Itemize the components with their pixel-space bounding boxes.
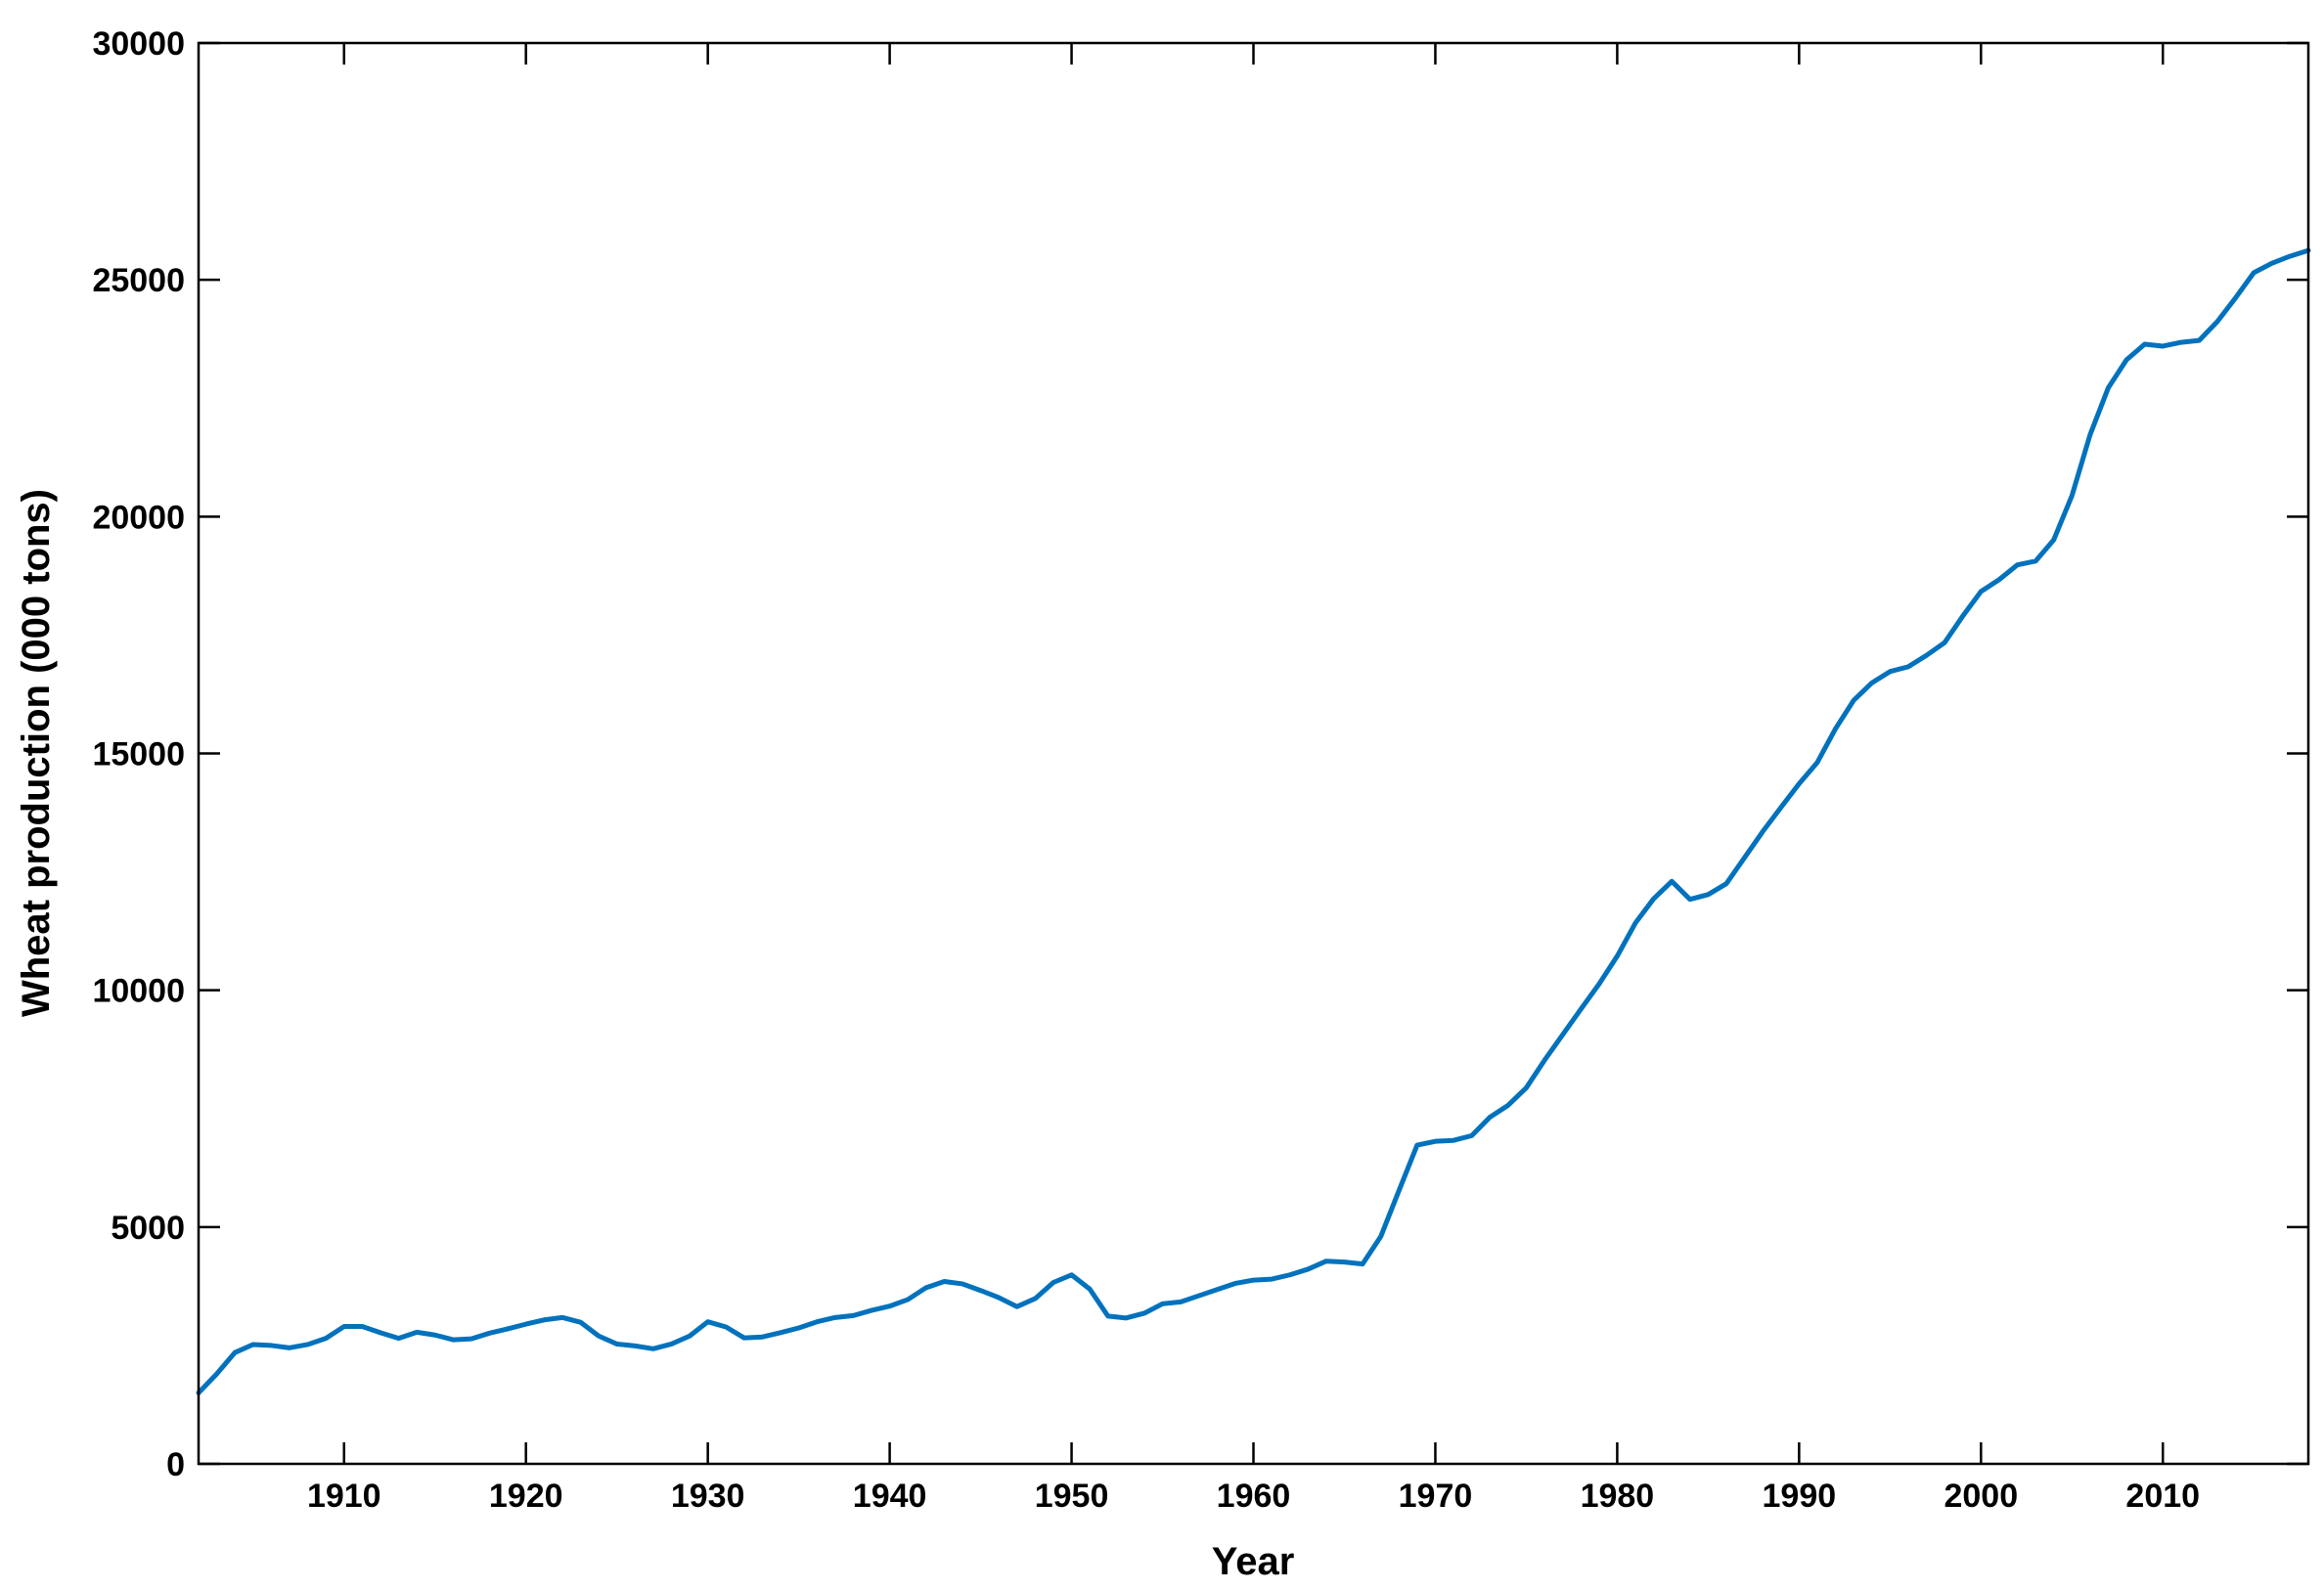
x-tick-label-1940: 1940: [853, 1478, 927, 1515]
x-tick-label-1960: 1960: [1217, 1478, 1291, 1515]
plot-area: [199, 43, 2308, 1464]
y-tick-label-20000: 20000: [92, 499, 185, 536]
y-tick-label-25000: 25000: [92, 262, 185, 299]
y-axis-title: Wheat production (000 tons): [15, 489, 58, 1017]
plot-frame: [197, 41, 2310, 1466]
y-tick-label-5000: 5000: [111, 1210, 185, 1247]
x-tick-label-2010: 2010: [2125, 1478, 2200, 1515]
x-axis-title: Year: [1212, 1540, 1295, 1583]
x-tick-label-1920: 1920: [489, 1478, 563, 1515]
x-tick-label-1930: 1930: [671, 1478, 745, 1515]
x-tick-label-1950: 1950: [1035, 1478, 1109, 1515]
y-tick-label-30000: 30000: [92, 25, 185, 63]
y-tick-label-10000: 10000: [92, 973, 185, 1010]
x-tick-label-1990: 1990: [1763, 1478, 1837, 1515]
x-tick-label-2000: 2000: [1944, 1478, 2018, 1515]
series-line-wheat-production: [196, 247, 2311, 1395]
x-ticks: 1910 1920 1930 1940 1950 1960 1970 1980 1990 2000…: [307, 43, 2200, 1515]
y-tick-label-15000: 15000: [92, 736, 185, 773]
y-ticks: 0 5000 10000 15000 20000 25000 30000: [92, 25, 2308, 1483]
x-tick-label-1970: 1970: [1399, 1478, 1473, 1515]
x-tick-label-1980: 1980: [1581, 1478, 1655, 1515]
x-tick-label-1910: 1910: [307, 1478, 381, 1515]
y-tick-label-0: 0: [166, 1446, 185, 1483]
